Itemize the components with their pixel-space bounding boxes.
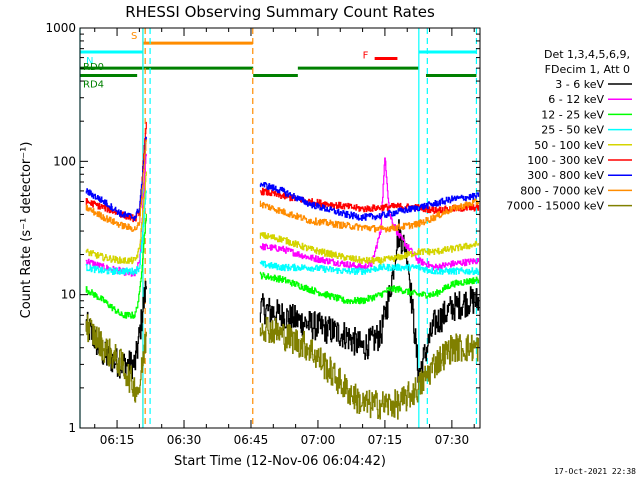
x-axis-label: Start Time (12-Nov-06 06:04:42) bbox=[174, 454, 386, 469]
y-axis-ticks: 1 10 100 1000 bbox=[45, 21, 480, 435]
chart-title: RHESSI Observing Summary Count Rates bbox=[125, 3, 435, 21]
flag-label-rd4: RD4 bbox=[83, 80, 104, 91]
x-axis-ticks: 06:15 06:30 06:45 07:00 07:15 07:30 bbox=[94, 28, 475, 447]
series-lines bbox=[85, 121, 480, 420]
y-axis-label: Count Rate (s⁻¹ detector⁻¹) bbox=[19, 142, 34, 319]
legend-label-0: 3 - 6 keV bbox=[555, 78, 604, 91]
series-line-7 bbox=[85, 139, 147, 232]
series-line-3 bbox=[85, 190, 147, 276]
legend-label-4: 50 - 100 keV bbox=[534, 139, 604, 152]
legend-label-7: 800 - 7000 keV bbox=[520, 184, 604, 197]
x-tick-label: 07:15 bbox=[368, 433, 403, 447]
x-tick-label: 06:30 bbox=[167, 433, 202, 447]
series-line-4 bbox=[85, 171, 147, 265]
legend-label-6: 300 - 800 keV bbox=[527, 169, 604, 182]
y-tick-label: 100 bbox=[53, 154, 76, 168]
legend-label-2: 12 - 25 keV bbox=[541, 108, 604, 121]
series-line-3 bbox=[259, 260, 480, 276]
series-line-4 bbox=[259, 232, 480, 265]
x-tick-label: 06:15 bbox=[100, 433, 135, 447]
series-line-2 bbox=[85, 213, 147, 319]
legend: Det 1,3,4,5,6,9, FDecim 1, Att 0 3 - 6 k… bbox=[506, 48, 632, 213]
y-tick-label: 10 bbox=[61, 288, 76, 302]
footer-date: 17-Oct-2021 22:38 bbox=[554, 467, 636, 476]
flag-label-f: F bbox=[363, 51, 369, 62]
flag-label-s: S bbox=[131, 31, 137, 42]
y-tick-label: 1 bbox=[68, 421, 76, 435]
y-tick-label: 1000 bbox=[45, 21, 76, 35]
series-line-6 bbox=[85, 136, 147, 221]
series-line-7 bbox=[259, 198, 480, 233]
legend-label-1: 6 - 12 keV bbox=[548, 93, 604, 106]
flag-label-rd0: RD0 bbox=[83, 62, 104, 73]
plot-frame bbox=[79, 27, 481, 429]
legend-label-3: 25 - 50 keV bbox=[541, 124, 604, 137]
legend-label-5: 100 - 300 keV bbox=[527, 154, 604, 167]
observing-flags: S N F RD0 RD4 bbox=[80, 31, 477, 91]
legend-label-8: 7000 - 15000 keV bbox=[506, 200, 604, 213]
flag-label-n: N bbox=[86, 56, 93, 67]
legend-header-2: FDecim 1, Att 0 bbox=[545, 63, 630, 76]
legend-header-1: Det 1,3,4,5,6,9, bbox=[544, 48, 630, 61]
series-line-2 bbox=[259, 271, 480, 305]
x-tick-label: 06:45 bbox=[234, 433, 269, 447]
series-line-6 bbox=[259, 182, 480, 221]
series-line-8 bbox=[259, 316, 480, 420]
series-line-8 bbox=[85, 314, 147, 403]
series-line-0 bbox=[259, 219, 480, 383]
x-tick-label: 07:30 bbox=[435, 433, 470, 447]
x-tick-label: 07:00 bbox=[301, 433, 336, 447]
